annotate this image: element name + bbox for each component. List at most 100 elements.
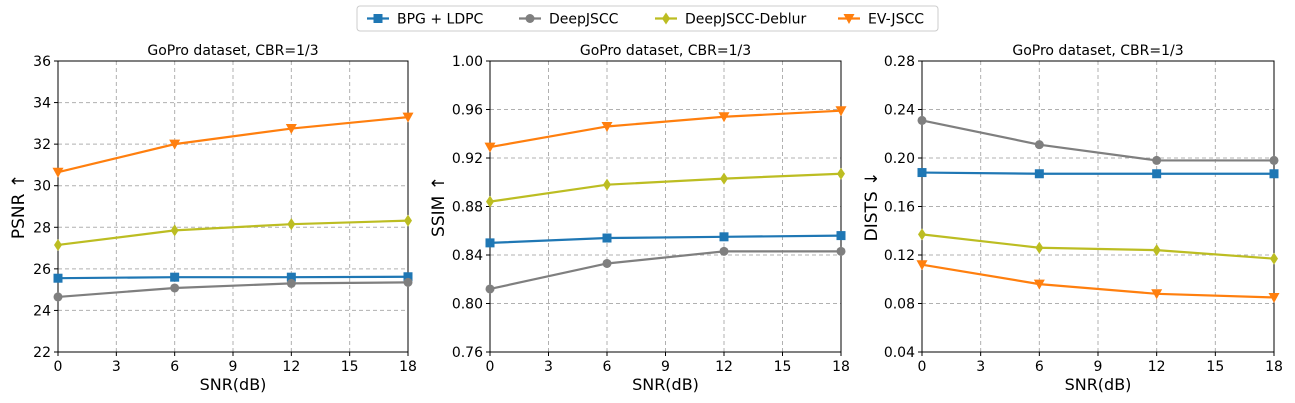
data-point-bpg-ldpc (1269, 169, 1279, 179)
series-line-deepjscc (489, 250, 841, 291)
x-tick-label: 6 (1035, 359, 1044, 375)
series-deepjscc (53, 277, 413, 302)
y-axis-label: PSNR ↑ (9, 174, 29, 239)
data-point-deepjscc (1152, 155, 1162, 165)
x-tick-label: 9 (229, 359, 238, 375)
y-tick-label: 0.28 (884, 54, 915, 70)
series-bpg-ldpc (53, 272, 413, 283)
data-point-ev-jscc (835, 106, 847, 117)
data-point-ev-jscc (916, 260, 928, 271)
data-point-deepjscc-deblur (720, 172, 728, 185)
y-tick-label: 0.04 (884, 345, 915, 361)
data-point-bpg-ldpc (719, 232, 729, 242)
legend-label: DeepJSCC (549, 12, 619, 28)
series-line-bpg-ldpc (57, 275, 409, 280)
data-point-ev-jscc (1151, 289, 1163, 300)
panel-title: GoPro dataset, CBR=1/3 (1012, 43, 1183, 59)
chart-panel-ssim: 0 3 6 9 12 15 18 0.76 0.80 0.84 0.88 0.92 0.96 1.00 Go… (429, 43, 850, 394)
data-point-deepjscc (602, 258, 612, 268)
series-ev-jscc (52, 112, 414, 178)
data-point-deepjscc (836, 246, 846, 256)
data-point-bpg-ldpc (170, 272, 180, 282)
y-tick-label: 0.12 (884, 248, 915, 264)
data-point-deepjscc (1269, 155, 1279, 165)
y-tick-label: 26 (33, 262, 51, 278)
legend-label: EV-JSCC (868, 12, 924, 28)
data-point-deepjscc-deblur (54, 238, 62, 251)
x-tick-label: 15 (774, 359, 792, 375)
data-point-deepjscc-deblur (287, 218, 296, 231)
data-point-ev-jscc (402, 112, 414, 123)
data-point-ev-jscc (1033, 279, 1045, 290)
series-bpg-ldpc (917, 168, 1279, 179)
legend-item-deepjscc-deblur: DeepJSCC-Deblur (655, 12, 807, 28)
y-tick-label: 0.96 (452, 103, 483, 119)
data-point-deepjscc-deblur (486, 195, 494, 208)
series-line-ev-jscc (921, 263, 1275, 299)
x-axis-label: SNR(dB) (632, 375, 699, 394)
y-tick-label: 30 (33, 179, 51, 195)
y-tick-label: 0.08 (884, 297, 915, 313)
data-point-deepjscc (1034, 140, 1044, 150)
series-ev-jscc (916, 260, 1280, 303)
series-line-ev-jscc (57, 116, 409, 174)
y-tick-label: 1.00 (452, 54, 483, 70)
chart-panel-dists: 0 3 6 9 12 15 18 0.04 0.08 0.12 0.16 0.20 0.24 0.28 Go… (862, 43, 1283, 394)
y-tick-label: 0.20 (884, 151, 915, 167)
data-point-deepjscc-deblur (170, 224, 179, 237)
data-point-ev-jscc (169, 139, 181, 150)
data-point-bpg-ldpc (53, 273, 63, 283)
data-point-bpg-ldpc (286, 272, 296, 282)
y-tick-label: 28 (33, 220, 51, 236)
x-tick-label: 12 (715, 359, 733, 375)
legend-item-deepjscc: DeepJSCC (519, 12, 619, 28)
data-point-deepjscc (403, 277, 413, 287)
x-tick-label: 18 (399, 359, 417, 375)
legend-box (356, 5, 939, 32)
legend: BPG + LDPC DeepJSCC DeepJSCC-Deblur EV-JSCC (356, 5, 939, 32)
x-axis-label: SNR(dB) (200, 375, 267, 394)
y-tick-label: 0.16 (884, 200, 915, 216)
series-ev-jscc (484, 106, 847, 153)
y-tick-label: 0.24 (884, 103, 915, 119)
legend-marker (525, 14, 535, 23)
legend-item-bpg-ldpc: BPG + LDPC (367, 12, 484, 28)
y-tick-label: 22 (33, 345, 51, 361)
x-tick-label: 6 (170, 359, 179, 375)
data-point-deepjscc-deblur (837, 167, 845, 180)
data-point-ev-jscc (484, 142, 496, 153)
data-point-bpg-ldpc (917, 168, 927, 178)
y-tick-label: 34 (33, 96, 51, 112)
data-point-bpg-ldpc (836, 231, 846, 241)
series-deepjscc (917, 115, 1279, 165)
series-deepjscc-deblur (54, 214, 412, 251)
data-point-deepjscc (917, 115, 927, 125)
data-point-bpg-ldpc (485, 238, 495, 248)
panel-title: GoPro dataset, CBR=1/3 (147, 43, 318, 59)
series-line-ev-jscc (489, 109, 842, 149)
series-deepjscc-deblur (918, 228, 1278, 265)
data-point-deepjscc (170, 283, 180, 293)
y-tick-label: 0.92 (452, 151, 483, 167)
series-bpg-ldpc (485, 231, 846, 248)
legend-label: BPG + LDPC (397, 12, 484, 28)
data-point-deepjscc (286, 278, 296, 288)
y-axis-label: SSIM ↑ (429, 176, 449, 237)
series-line-bpg-ldpc (489, 234, 842, 244)
legend-label: DeepJSCC-Deblur (685, 12, 807, 28)
y-tick-label: 0.84 (452, 248, 483, 264)
x-tick-label: 3 (544, 359, 553, 375)
data-point-ev-jscc (718, 112, 730, 123)
x-tick-label: 0 (486, 359, 495, 375)
x-tick-label: 12 (1148, 359, 1166, 375)
data-point-ev-jscc (285, 124, 297, 135)
x-tick-label: 15 (341, 359, 359, 375)
data-point-deepjscc-deblur (603, 178, 611, 191)
panel-title: GoPro dataset, CBR=1/3 (580, 43, 751, 59)
x-tick-label: 15 (1206, 359, 1224, 375)
data-point-ev-jscc (601, 121, 613, 132)
legend-marker (373, 14, 383, 23)
y-tick-label: 32 (33, 137, 51, 153)
series-line-deepjscc (921, 119, 1274, 162)
